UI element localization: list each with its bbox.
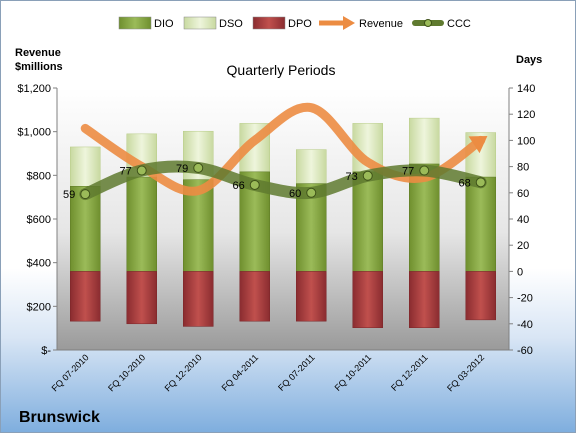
ccc-data-label: 66	[233, 180, 245, 192]
right-tick-label: 140	[517, 83, 535, 95]
legend-swatch-dio	[118, 16, 152, 30]
ccc-layer: 59 77 79 66 60 73 77 68	[63, 160, 487, 201]
ccc-data-label: 59	[63, 189, 75, 201]
dpo-bar	[183, 271, 214, 327]
right-tick-label: 120	[517, 109, 535, 121]
right-tick-label: -60	[517, 345, 533, 357]
ccc-point	[80, 189, 91, 200]
ccc-data-label: 77	[120, 166, 132, 178]
dpo-bar	[70, 271, 101, 322]
left-tick-label: $800	[27, 170, 51, 182]
right-tick-label: -40	[517, 319, 533, 331]
dpo-bar	[296, 271, 327, 322]
left-tick-label: $1,200	[17, 83, 51, 95]
dso-bar	[70, 146, 101, 187]
dso-bar	[409, 117, 440, 165]
dso-bar	[296, 149, 327, 184]
dpo-bar	[352, 271, 383, 328]
ccc-data-label: 77	[402, 166, 414, 178]
left-tick-label: $-	[41, 345, 51, 357]
ccc-data-label: 73	[346, 171, 358, 183]
ccc-data-label: 68	[459, 177, 471, 189]
ccc-point	[193, 162, 204, 173]
legend-swatch-dpo	[252, 16, 286, 30]
dpo-bar	[126, 271, 157, 325]
legend-label: DSO	[219, 18, 243, 30]
right-tick-label: -20	[517, 293, 533, 305]
legend-label: DIO	[154, 18, 174, 30]
ccc-data-label: 79	[176, 163, 188, 175]
x-tick-label: FQ 10-2011	[333, 352, 374, 393]
right-tick-label: 60	[517, 188, 529, 200]
ccc-point	[136, 165, 147, 176]
right-axis: -60 -40 -20 0 20 40 60 80 100 120 140	[508, 83, 535, 357]
right-tick-label: 0	[517, 266, 523, 278]
dio-bar	[465, 176, 496, 272]
left-tick-label: $200	[27, 301, 51, 313]
x-tick-label: FQ 03-2012	[445, 352, 486, 393]
left-tick-label: $600	[27, 214, 51, 226]
ccc-point	[249, 179, 260, 190]
legend: DIO DSO DPO Revenue CCC	[118, 16, 471, 30]
ccc-point	[419, 165, 430, 176]
plot-area	[57, 88, 509, 350]
dpo-bar	[239, 271, 270, 322]
left-tick-label: $400	[27, 258, 51, 270]
dio-bar	[352, 171, 383, 272]
revenue-arrowhead	[468, 136, 488, 154]
ccc-point	[306, 187, 317, 198]
legend-ccc-marker	[424, 19, 432, 27]
x-tick-label: FQ 07-2010	[50, 352, 91, 393]
x-tick-label: FQ 12-2010	[163, 352, 204, 393]
x-tick-label: FQ 12-2011	[389, 352, 430, 393]
left-axis-title-line2: $millions	[15, 61, 63, 73]
right-tick-label: 20	[517, 240, 529, 252]
dio-bar	[126, 176, 157, 272]
company-name: Brunswick	[19, 409, 100, 426]
dpo-bar	[465, 271, 496, 321]
right-tick-label: 40	[517, 214, 529, 226]
x-tick-label: FQ 04-2011	[220, 352, 261, 393]
dpo-bar	[409, 271, 440, 328]
left-tick-label: $1,000	[17, 127, 51, 139]
right-tick-label: 100	[517, 135, 535, 147]
ccc-point	[475, 177, 486, 188]
right-axis-title: Days	[516, 54, 542, 66]
legend-label: CCC	[447, 18, 471, 30]
x-tick-label: FQ 10-2010	[106, 352, 147, 393]
legend-label: Revenue	[359, 18, 403, 30]
legend-swatch-dso	[183, 16, 217, 30]
x-tick-label: FQ 07-2011	[276, 352, 317, 393]
x-axis: FQ 07-2010 FQ 10-2010 FQ 12-2010 FQ 04-2011…	[50, 349, 509, 393]
left-axis-title-line1: Revenue	[15, 47, 61, 59]
left-axis: $- $200 $400 $600 $800 $1,000 $1,200	[17, 83, 58, 357]
legend-revenue-arrow	[343, 16, 355, 30]
right-tick-label: 80	[517, 162, 529, 174]
legend-label: DPO	[288, 18, 312, 30]
ccc-point	[362, 170, 373, 181]
plot-title: Quarterly Periods	[227, 62, 336, 78]
ccc-data-label: 60	[289, 188, 301, 200]
